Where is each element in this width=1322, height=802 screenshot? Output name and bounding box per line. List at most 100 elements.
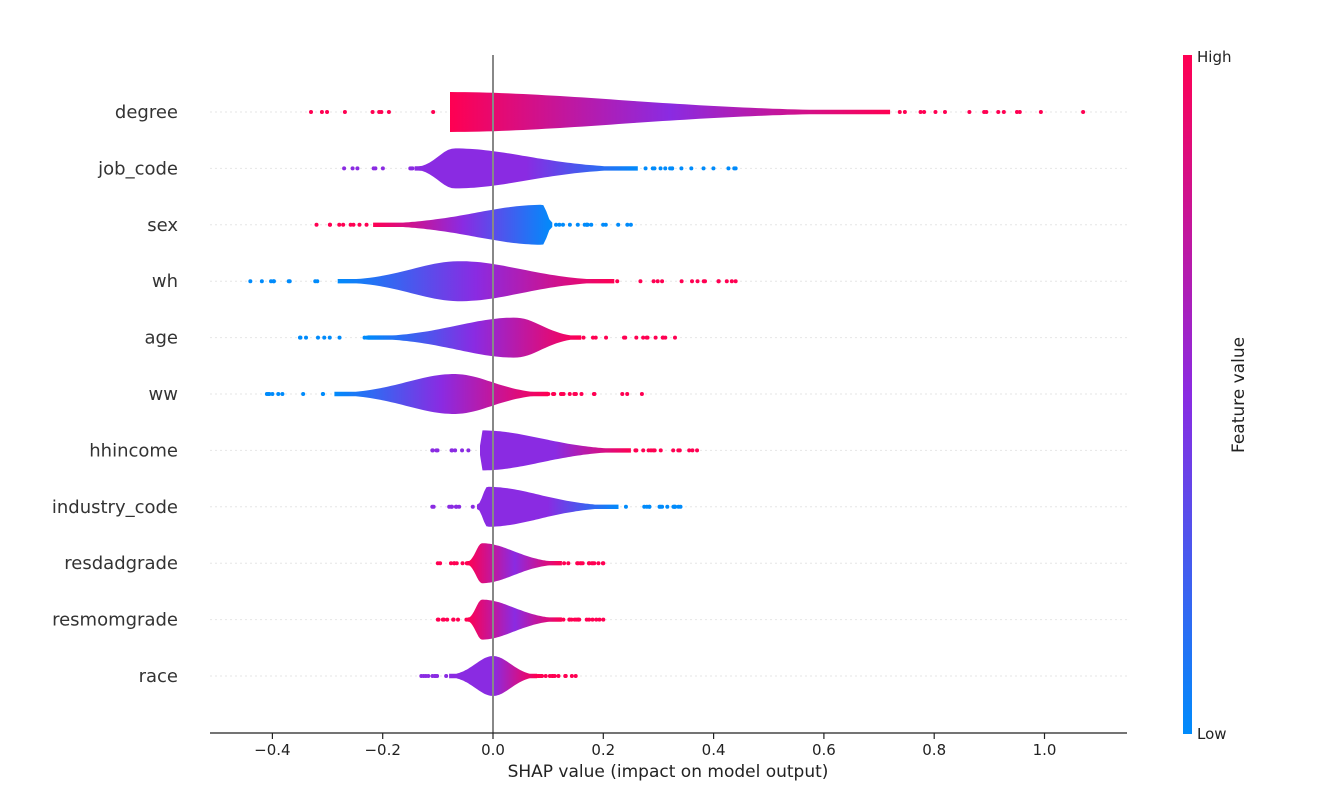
shap-dot: [449, 504, 454, 509]
shap-dot: [460, 561, 465, 566]
shap-dot: [918, 110, 923, 114]
shap-dot: [431, 110, 436, 114]
shap-dot: [543, 674, 548, 678]
x-tick-label: 0.8: [922, 741, 946, 759]
shap-dot: [597, 617, 602, 622]
colorbar-high-label: High: [1197, 48, 1231, 66]
shap-dot: [726, 166, 731, 171]
shap-dot: [552, 392, 557, 396]
shap-dot: [470, 504, 475, 509]
shap-dot: [633, 448, 638, 453]
shap-dot: [435, 617, 440, 622]
shap-dot: [601, 561, 606, 566]
violin-sex: [373, 204, 553, 245]
shap-dot: [660, 279, 665, 284]
shap-dot: [460, 448, 465, 453]
shap-dot: [448, 561, 453, 566]
x-tick-label: 1.0: [1033, 741, 1057, 759]
shap-dot: [644, 335, 649, 340]
colorbar-title: Feature value: [1229, 337, 1249, 453]
violin-ww: [334, 374, 549, 414]
shap-dot: [309, 110, 314, 114]
shap-dot: [625, 392, 630, 396]
x-tick-label: 0.4: [702, 741, 726, 759]
shap-dot: [435, 448, 440, 453]
shap-dot: [419, 674, 424, 678]
shap-dot: [655, 279, 660, 284]
shap-dot: [689, 166, 694, 171]
shap-dot: [653, 335, 658, 340]
shap-dot: [355, 166, 360, 171]
shap-dot: [660, 504, 665, 509]
shap-dot: [733, 166, 738, 171]
shap-dot: [584, 617, 589, 622]
shap-dot: [577, 617, 582, 622]
shap-dot: [616, 222, 621, 227]
shap-dot: [652, 448, 657, 453]
shap-dot: [663, 166, 668, 171]
shap-dot: [259, 279, 264, 284]
shap-dot: [1038, 110, 1043, 114]
feature-label-degree: degree: [115, 102, 178, 123]
feature-label-resdadgrade: resdadgrade: [64, 553, 178, 574]
shap-dot: [466, 448, 471, 453]
shap-dot: [557, 222, 562, 227]
shap-dot: [452, 561, 457, 566]
feature-label-industry-code: industry_code: [52, 497, 178, 518]
shap-dot: [563, 674, 568, 678]
shap-dot: [464, 561, 469, 566]
shap-dot: [271, 279, 276, 284]
shap-dot: [625, 222, 630, 227]
shap-dot: [348, 222, 353, 227]
shap-dot: [643, 166, 648, 171]
shap-dot: [456, 617, 461, 622]
shap-dot: [711, 166, 716, 171]
shap-dot: [430, 504, 435, 509]
shap-dot: [561, 617, 566, 622]
shap-dot: [337, 335, 342, 340]
x-tick-label: 0.6: [812, 741, 836, 759]
shap-dot: [450, 448, 455, 453]
shap-dot: [591, 392, 596, 396]
shap-dot: [327, 335, 332, 340]
shap-dot: [634, 335, 639, 340]
shap-dot: [319, 110, 324, 114]
shap-dot: [561, 392, 566, 396]
shap-dot: [665, 504, 670, 509]
shap-dot: [379, 110, 384, 114]
shap-dot: [601, 222, 606, 227]
shap-dot: [445, 617, 450, 622]
x-tick-label: −0.4: [254, 741, 290, 759]
shap-dot: [623, 504, 628, 509]
shap-dot: [315, 335, 320, 340]
shap-dot: [658, 166, 663, 171]
shap-dot: [593, 335, 598, 340]
shap-dot: [567, 222, 572, 227]
x-tick-label: 0.2: [591, 741, 615, 759]
shap-dot: [341, 222, 346, 227]
shap-dot: [569, 674, 574, 678]
shap-dot: [435, 561, 440, 566]
shap-dot: [575, 561, 580, 566]
shap-dot: [679, 279, 684, 284]
shap-dot: [350, 166, 355, 171]
shap-dot: [716, 279, 721, 284]
shap-dot: [315, 279, 320, 284]
shap-dot: [604, 335, 609, 340]
shap-dot: [673, 504, 678, 509]
x-axis-title: SHAP value (impact on model output): [508, 762, 829, 782]
shap-dot: [1081, 110, 1086, 114]
shap-dot: [327, 222, 332, 227]
shap-dot: [426, 674, 431, 678]
shap-dot: [560, 222, 565, 227]
shap-dot: [639, 392, 644, 396]
shap-dot: [701, 279, 706, 284]
shap-dot: [642, 504, 647, 509]
shap-dot: [922, 110, 927, 114]
shap-dot: [371, 166, 376, 171]
shap-dot: [464, 617, 469, 622]
shap-dot: [628, 222, 633, 227]
shap-dot: [651, 279, 656, 284]
shap-dot: [280, 392, 285, 396]
